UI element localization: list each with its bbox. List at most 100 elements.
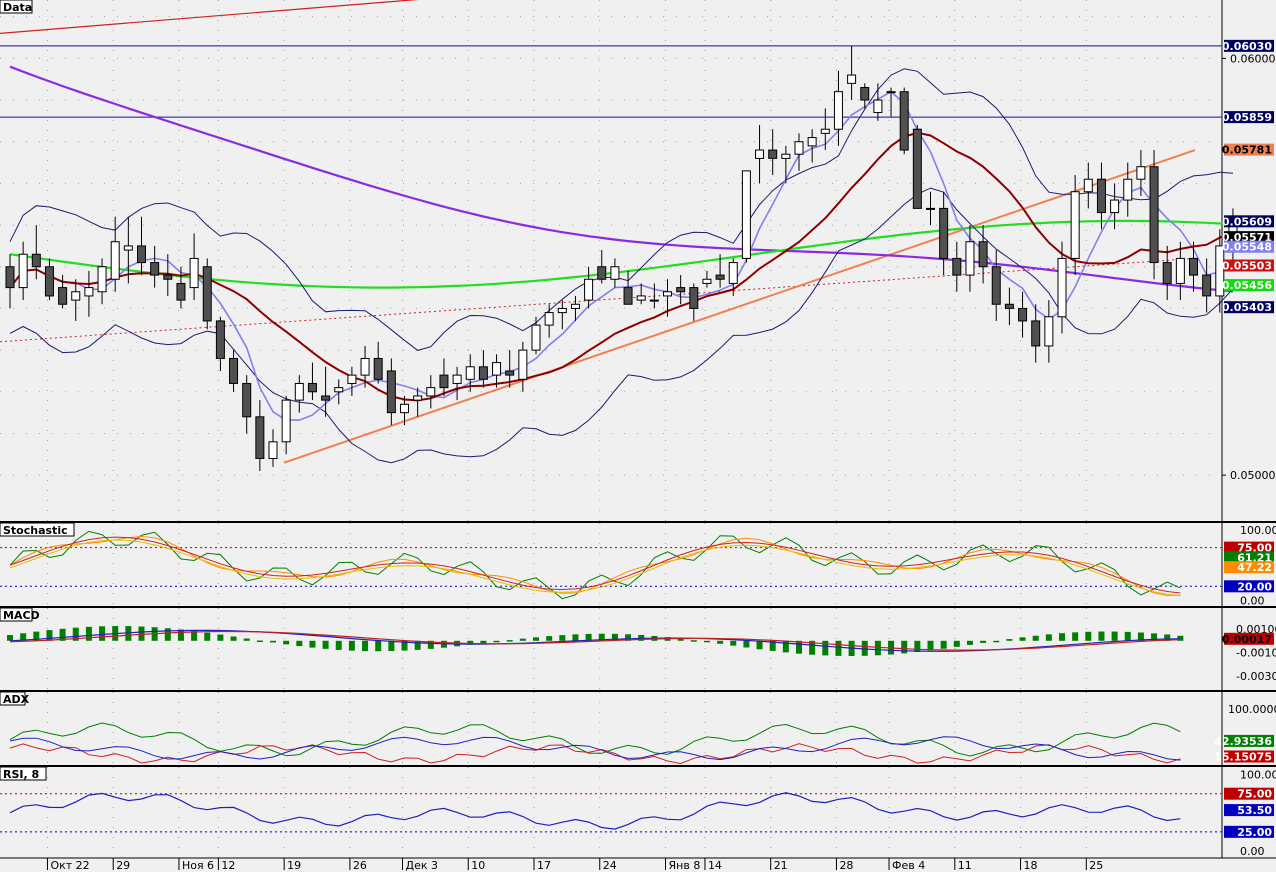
candle-body[interactable]	[1070, 191, 1080, 259]
candle-body[interactable]	[321, 395, 331, 401]
candle-body[interactable]	[189, 257, 199, 289]
candle-body[interactable]	[978, 241, 988, 268]
candle-body[interactable]	[84, 287, 94, 297]
candle-body[interactable]	[110, 241, 120, 280]
candle-body[interactable]	[649, 299, 659, 302]
candle-body[interactable]	[597, 266, 607, 280]
candle-body[interactable]	[623, 287, 633, 305]
candle-body[interactable]	[439, 374, 449, 389]
candle-body[interactable]	[71, 291, 81, 301]
candle-body[interactable]	[702, 278, 712, 284]
candle-body[interactable]	[150, 262, 160, 276]
candle-body[interactable]	[886, 91, 896, 94]
candle-body[interactable]	[5, 266, 15, 289]
candle-body[interactable]	[794, 141, 804, 155]
candle-body[interactable]	[1031, 320, 1041, 347]
candle-body[interactable]	[347, 374, 357, 384]
candle-body[interactable]	[386, 370, 396, 414]
candle-body[interactable]	[1057, 257, 1067, 318]
candle-body[interactable]	[1004, 303, 1014, 309]
candle-body[interactable]	[518, 349, 528, 380]
candle-body[interactable]	[807, 137, 817, 147]
candle-body[interactable]	[715, 274, 725, 280]
candle-body[interactable]	[820, 128, 830, 134]
candle-body[interactable]	[426, 387, 436, 397]
candle-body[interactable]	[229, 357, 239, 384]
candle-body[interactable]	[413, 395, 423, 401]
candle-body[interactable]	[926, 207, 935, 210]
candle-body[interactable]	[899, 91, 909, 151]
candle-body[interactable]	[781, 153, 791, 159]
candle-body[interactable]	[307, 382, 317, 393]
price-badge-label: 0.05503	[1222, 260, 1272, 273]
candle-body[interactable]	[176, 282, 186, 301]
candle-body[interactable]	[847, 74, 857, 84]
candle-body[interactable]	[741, 170, 751, 259]
candle-body[interactable]	[202, 266, 212, 322]
candle-body[interactable]	[755, 149, 765, 159]
candle-body[interactable]	[965, 241, 975, 276]
candle-body[interactable]	[215, 320, 225, 359]
candle-body[interactable]	[676, 287, 686, 293]
candle-body[interactable]	[833, 91, 843, 130]
candle-body[interactable]	[728, 262, 738, 284]
candle-body[interactable]	[18, 253, 28, 289]
candle-body[interactable]	[1083, 178, 1093, 193]
candle-body[interactable]	[373, 357, 383, 380]
candle-body[interactable]	[1202, 274, 1212, 297]
candle-body[interactable]	[584, 278, 594, 301]
candle-body[interactable]	[610, 266, 620, 280]
candle-body[interactable]	[242, 382, 252, 418]
x-tick-label: 19	[287, 859, 301, 872]
candle-body[interactable]	[137, 245, 146, 264]
candle-body[interactable]	[939, 207, 949, 259]
candle-body[interactable]	[97, 266, 107, 293]
candle-body[interactable]	[1136, 166, 1146, 180]
candle-body[interactable]	[31, 253, 41, 268]
candle-body[interactable]	[123, 245, 133, 251]
candle-body[interactable]	[1162, 262, 1172, 284]
candle-body[interactable]	[1175, 257, 1185, 284]
candle-body[interactable]	[478, 366, 488, 380]
candle-body[interactable]	[465, 366, 475, 380]
candle-body[interactable]	[952, 257, 962, 276]
candle-body[interactable]	[452, 374, 462, 384]
candle-body[interactable]	[531, 324, 541, 351]
candle-body[interactable]	[163, 274, 173, 280]
candle-body[interactable]	[1110, 199, 1120, 214]
candle-body[interactable]	[400, 403, 409, 414]
candle-body[interactable]	[1096, 178, 1106, 214]
candle-body[interactable]	[570, 303, 580, 309]
candle-body[interactable]	[492, 362, 502, 376]
candle-body[interactable]	[294, 382, 304, 401]
candle-body[interactable]	[58, 287, 68, 305]
candle-body[interactable]	[912, 128, 922, 209]
price-badge-label: 0.05859	[1222, 111, 1272, 124]
macd-histogram-bar	[677, 638, 684, 641]
macd-histogram-bar	[217, 634, 224, 641]
candle-body[interactable]	[268, 441, 278, 459]
candle-body[interactable]	[663, 291, 672, 297]
candle-body[interactable]	[991, 266, 1001, 305]
y-tick-label: 100.00	[1240, 769, 1276, 782]
candle-body[interactable]	[1149, 166, 1159, 264]
candle-body[interactable]	[281, 399, 291, 443]
candle-body[interactable]	[360, 357, 370, 376]
candle-body[interactable]	[1044, 316, 1054, 347]
candle-body[interactable]	[1189, 257, 1198, 276]
candle-body[interactable]	[334, 387, 344, 393]
candle-body[interactable]	[860, 87, 870, 101]
candle-body[interactable]	[689, 287, 699, 309]
candle-body[interactable]	[505, 370, 515, 376]
candle-body[interactable]	[1215, 245, 1225, 297]
candle-body[interactable]	[1123, 178, 1133, 201]
candle-body[interactable]	[44, 266, 54, 297]
candle-body[interactable]	[544, 312, 554, 326]
candle-body[interactable]	[557, 307, 567, 314]
candle-body[interactable]	[1018, 307, 1028, 322]
candle-body[interactable]	[873, 99, 883, 114]
candle-body[interactable]	[768, 149, 778, 159]
candle-body[interactable]	[255, 416, 265, 459]
candle-body[interactable]	[636, 295, 646, 301]
